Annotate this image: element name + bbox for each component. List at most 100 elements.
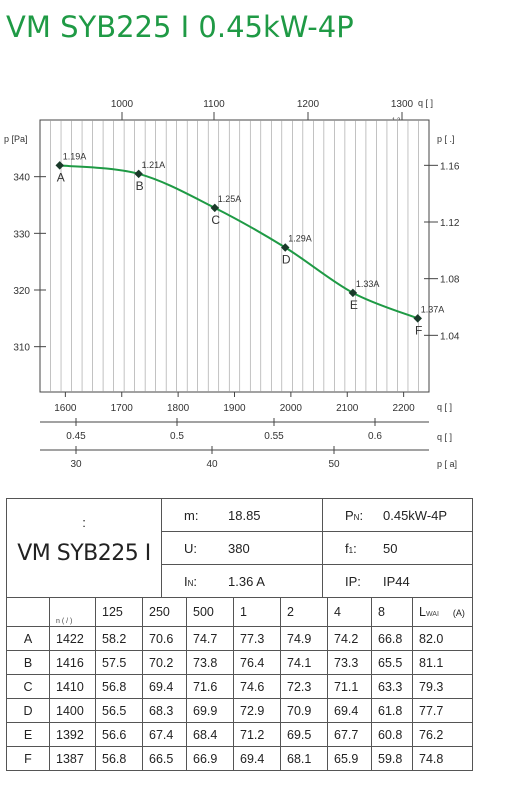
page-title: VM SYB225 I 0.45kW-4P — [6, 10, 354, 44]
point-letter: A — [57, 170, 65, 184]
point-letter: F — [415, 323, 422, 337]
model-name: VM SYB225 I — [17, 541, 151, 566]
band-value: 74.9 — [280, 626, 328, 651]
m-label: m: — [161, 498, 218, 532]
top-x-ticks: 1000 1100 1200 1300 — [111, 99, 414, 120]
band-value: 68.1 — [280, 746, 328, 771]
x-tick-label: 1900 — [223, 403, 246, 414]
band-value: 68.4 — [186, 722, 234, 747]
band-value: 68.3 — [142, 698, 187, 723]
band-value: 74.7 — [186, 626, 234, 651]
x-tick-label: 2200 — [393, 403, 416, 414]
axis3-tick-label: 40 — [206, 459, 218, 470]
x-tick-label: 1700 — [111, 403, 134, 414]
row-label: C — [6, 674, 50, 699]
row-lwa: 79.3 — [412, 674, 473, 699]
row-lwa: 81.1 — [412, 650, 473, 675]
point-letter: E — [350, 298, 358, 312]
band-value: 70.2 — [142, 650, 187, 675]
row-lwa: 82.0 — [412, 626, 473, 651]
band-value: 69.4 — [142, 674, 187, 699]
band-value: 69.4 — [327, 698, 372, 723]
row-speed: 1400 — [49, 698, 96, 723]
sound-data-table: n ( / ) 125 250 500 1 2 4 8 LWAI (A) A 142… — [6, 597, 473, 771]
data-point — [280, 243, 290, 252]
band-value: 56.8 — [95, 674, 143, 699]
y-tick-label: 340 — [13, 173, 30, 184]
band-value: 66.5 — [142, 746, 187, 771]
band-value: 69.5 — [280, 722, 328, 747]
y-tick-label: 310 — [13, 343, 30, 354]
bottom-x-axis: 1600 1700 1800 1900 2000 2100 2200 — [54, 392, 415, 414]
point-letter: C — [211, 213, 220, 227]
left-y-label: p [Pa] — [4, 134, 28, 144]
band-value: 69.9 — [186, 698, 234, 723]
right-tick-label: 1.12 — [440, 218, 460, 229]
point-letter: B — [136, 179, 144, 193]
band-value: 67.7 — [327, 722, 372, 747]
table-row: F 1387 56.8 66.5 66.9 69.4 68.1 65.9 59.8 74.8 — [6, 746, 473, 771]
right-y-axis: 1.16 1.12 1.08 1.04 — [424, 161, 460, 342]
row-speed: 1410 — [49, 674, 96, 699]
right-tick-label: 1.08 — [440, 275, 460, 286]
band-value: 76.4 — [233, 650, 281, 675]
table-row: D 1400 56.5 68.3 69.9 72.9 70.9 69.4 61.8 77.7 — [6, 698, 473, 723]
band-250: 250 — [142, 597, 187, 627]
row-label: D — [6, 698, 50, 723]
row-label: A — [6, 626, 50, 651]
band-value: 73.3 — [327, 650, 372, 675]
band-value: 56.5 — [95, 698, 143, 723]
x-tick-label: 2100 — [336, 403, 359, 414]
table-row: B 1416 57.5 70.2 73.8 76.4 74.1 73.3 65.5 81.1 — [6, 650, 473, 675]
secondary-x-axis: 0.45 0.5 0.55 0.6 — [66, 418, 382, 442]
current-label: 1.37A — [421, 304, 445, 314]
tertiary-x-axis: 30 40 50 — [70, 446, 340, 470]
y-tick-label: 330 — [13, 229, 30, 240]
ip-label: IP: — [322, 564, 381, 598]
band-value: 69.4 — [233, 746, 281, 771]
top-x-label: q [ ] — [418, 98, 433, 108]
row-label: E — [6, 722, 50, 747]
band-500: 500 — [186, 597, 234, 627]
axis3-tick-label: 30 — [70, 459, 82, 470]
x-tick-label: 1800 — [167, 403, 190, 414]
ip-value: IP44 — [381, 564, 473, 598]
band-value: 67.4 — [142, 722, 187, 747]
point-letter: D — [282, 253, 291, 267]
band-value: 56.8 — [95, 746, 143, 771]
band-value: 74.1 — [280, 650, 328, 675]
band-value: 74.2 — [327, 626, 372, 651]
plot-area — [39, 119, 430, 393]
axis3-tick-label: 50 — [328, 459, 340, 470]
right-tick-label: 1.04 — [440, 331, 460, 342]
in-value: 1.36 A — [218, 564, 323, 598]
band-4k: 4 — [327, 597, 372, 627]
data-point — [413, 314, 422, 323]
bottom-x-label: q [ ] — [437, 402, 452, 412]
band-value: 61.8 — [371, 698, 413, 723]
band-value: 57.5 — [95, 650, 143, 675]
band-value: 71.1 — [327, 674, 372, 699]
band-value: 77.3 — [233, 626, 281, 651]
band-value: 58.2 — [95, 626, 143, 651]
y-tick-label: 320 — [13, 286, 30, 297]
data-point — [134, 169, 143, 179]
current-label: 1.21A — [142, 160, 166, 170]
header-empty — [6, 597, 50, 627]
x-tick-label: 1600 — [54, 403, 77, 414]
data-point — [348, 288, 358, 298]
current-label: 1.19A — [63, 151, 87, 161]
band-value: 72.3 — [280, 674, 328, 699]
band-8k: 8 — [371, 597, 413, 627]
band-1k: 1 — [233, 597, 281, 627]
data-point — [55, 161, 64, 170]
band-value: 65.5 — [371, 650, 413, 675]
model-colon: : — [82, 515, 86, 530]
current-label: 1.29A — [288, 234, 312, 244]
x-tick-label: 2000 — [280, 403, 303, 414]
axis2-label: q [ ] — [437, 432, 452, 442]
band-value: 73.8 — [186, 650, 234, 675]
row-speed: 1422 — [49, 626, 96, 651]
row-lwa: 76.2 — [412, 722, 473, 747]
band-value: 65.9 — [327, 746, 372, 771]
